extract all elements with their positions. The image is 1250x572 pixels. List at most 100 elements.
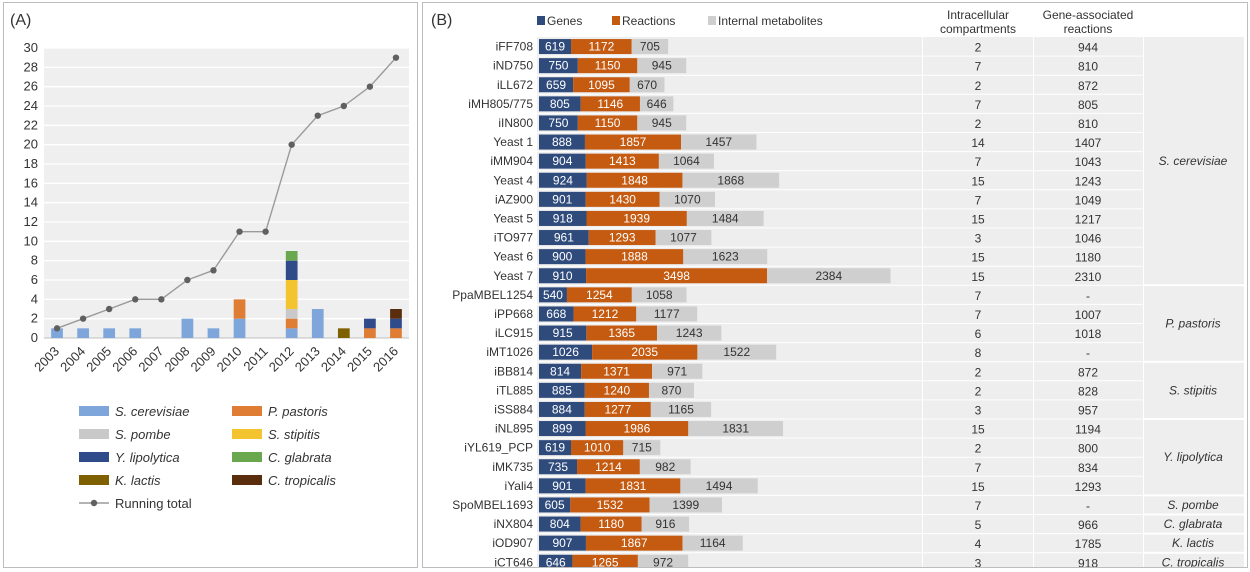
bar-segment xyxy=(285,251,298,261)
running-total-point xyxy=(340,102,348,110)
bar-value-label: 1277 xyxy=(604,402,631,416)
bar-segment xyxy=(588,230,656,246)
gene-reactions-value: 1043 xyxy=(1075,155,1102,169)
bar-segment xyxy=(592,344,698,360)
species-label: Y. lipolytica xyxy=(1163,450,1223,464)
bar-value-label: 1077 xyxy=(670,231,697,245)
bar-segment xyxy=(584,401,651,417)
gene-reactions-value: 1217 xyxy=(1075,212,1102,226)
bar-segment xyxy=(637,58,687,74)
bar-value-label: 899 xyxy=(552,422,572,436)
compartments-value: 2 xyxy=(975,365,982,379)
bar-value-label: 982 xyxy=(655,460,675,474)
compartments-header: compartments xyxy=(940,22,1016,36)
bar-segment xyxy=(652,363,703,379)
bar-segment xyxy=(585,153,659,169)
x-tick-label: 2008 xyxy=(161,344,192,375)
compartments-value: 3 xyxy=(975,403,982,417)
bar-segment xyxy=(207,328,220,338)
running-total-point xyxy=(366,83,374,90)
y-tick-label: 6 xyxy=(31,272,38,287)
running-total-point xyxy=(105,305,113,313)
model-label: iCT646 xyxy=(494,555,533,567)
bar-segment xyxy=(683,249,768,265)
legend-swatch xyxy=(232,475,262,485)
bar-segment xyxy=(285,280,298,309)
bar-value-label: 668 xyxy=(546,307,566,321)
bar-segment xyxy=(586,210,687,226)
compartments-value: 3 xyxy=(975,232,982,246)
bar-segment xyxy=(539,516,581,532)
x-tick-label: 2011 xyxy=(240,344,270,374)
legend-swatch xyxy=(232,406,262,416)
compartments-value: 7 xyxy=(975,499,982,513)
legend-swatch xyxy=(79,406,109,416)
panel-b-label: (B) xyxy=(431,12,452,29)
bar-value-label: 750 xyxy=(548,59,568,73)
bar-segment xyxy=(584,382,649,398)
y-tick-label: 2 xyxy=(31,311,38,326)
bar-value-label: 1214 xyxy=(595,460,622,474)
species-label: C. glabrata xyxy=(1164,517,1223,531)
bar-segment xyxy=(577,115,638,131)
bar-segment xyxy=(570,497,650,513)
model-label: iNL895 xyxy=(495,422,533,436)
bar-value-label: 907 xyxy=(552,536,572,550)
compartments-value: 6 xyxy=(975,327,982,341)
bar-segment xyxy=(539,478,586,494)
species-label: S. cerevisiae xyxy=(1159,154,1228,168)
model-label: iMM904 xyxy=(490,154,533,168)
compartments-value: 15 xyxy=(971,270,985,284)
compartments-header: Intracellular xyxy=(947,8,1009,22)
bar-value-label: 735 xyxy=(548,460,568,474)
bar-value-label: 1532 xyxy=(597,498,624,512)
bar-segment xyxy=(581,363,653,379)
species-label: K. lactis xyxy=(1172,536,1214,550)
legend-label: Genes xyxy=(547,14,582,28)
legend-swatch xyxy=(232,452,262,462)
bar-value-label: 2384 xyxy=(815,269,842,283)
bar-segment xyxy=(539,363,582,379)
gene-reactions-value: 1046 xyxy=(1075,232,1102,246)
legend-line-marker xyxy=(90,499,98,507)
y-tick-label: 22 xyxy=(24,117,38,132)
bar-segment xyxy=(539,210,587,226)
bar-segment xyxy=(539,287,567,303)
bar-segment xyxy=(659,191,716,207)
bar-value-label: 918 xyxy=(553,211,573,225)
model-label: Yeast 4 xyxy=(493,173,533,187)
bar-value-label: 646 xyxy=(647,97,667,111)
bar-value-label: 1831 xyxy=(722,422,749,436)
bar-segment xyxy=(390,318,402,329)
bar-segment xyxy=(539,230,589,246)
bar-value-label: 646 xyxy=(546,555,566,567)
bar-value-label: 915 xyxy=(553,326,573,340)
model-label: iTO977 xyxy=(494,231,533,245)
bar-value-label: 1240 xyxy=(604,383,631,397)
bar-segment xyxy=(539,153,586,169)
bar-segment xyxy=(636,306,698,322)
bar-segment xyxy=(631,287,687,303)
bar-value-label: 1146 xyxy=(597,97,623,111)
bar-value-label: 3498 xyxy=(663,269,690,283)
compartments-value: 7 xyxy=(975,60,982,74)
bar-segment xyxy=(573,306,637,322)
bar-value-label: 805 xyxy=(550,97,570,111)
bar-segment xyxy=(129,328,142,338)
x-tick-label: 2010 xyxy=(214,344,245,375)
panel-b: (B) Genes Reactions Internal metabolites Int… xyxy=(422,2,1248,572)
bar-segment xyxy=(539,497,571,513)
gene-reactions-value: 1407 xyxy=(1075,136,1102,150)
compartments-value: 7 xyxy=(975,308,982,322)
bar-segment xyxy=(539,535,586,551)
bar-segment xyxy=(585,421,689,437)
compartments-value: 7 xyxy=(975,193,982,207)
bar-value-label: 901 xyxy=(552,479,572,493)
gene-reactions-value: 810 xyxy=(1078,117,1098,131)
gene-reactions-value: 834 xyxy=(1078,461,1098,475)
x-tick-label: 2013 xyxy=(292,344,323,375)
bar-value-label: 1177 xyxy=(654,307,680,321)
compartments-value: 7 xyxy=(975,98,982,112)
bar-value-label: 659 xyxy=(546,78,566,92)
bar-segment xyxy=(580,516,642,532)
